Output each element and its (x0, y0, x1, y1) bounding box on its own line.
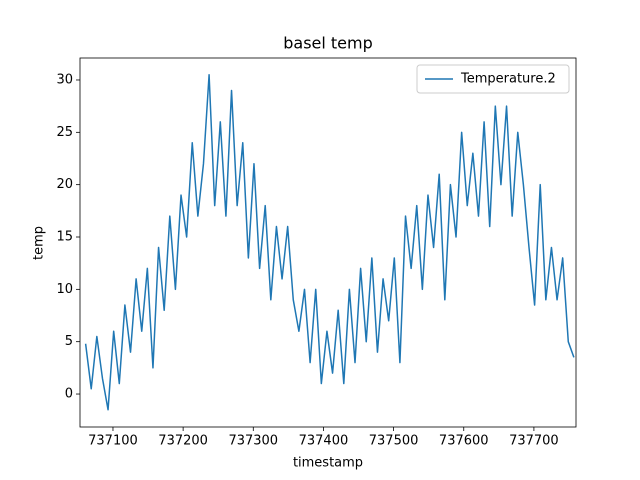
x-tick-label: 737200 (158, 434, 208, 449)
plot-frame (79, 57, 577, 428)
x-tick-label: 737500 (369, 434, 419, 449)
x-tick-label: 737300 (228, 434, 278, 449)
x-tick-label: 737400 (299, 434, 349, 449)
legend-box (416, 64, 570, 94)
y-tick-label: 20 (56, 177, 73, 192)
x-tick-label: 737700 (509, 434, 559, 449)
y-tick-label: 0 (65, 387, 73, 402)
y-tick-label: 5 (65, 334, 73, 349)
y-tick-label: 15 (56, 230, 73, 245)
x-tick-label: 737600 (439, 434, 489, 449)
line (84, 74, 575, 411)
legend-label: Temperature.2 (460, 72, 556, 87)
chart-title: basel temp (283, 34, 373, 53)
y-tick-label: 25 (56, 125, 73, 140)
y-tick-label: 10 (56, 282, 73, 297)
x-axis-label: timestamp (293, 456, 363, 471)
x-tick-label: 737100 (88, 434, 138, 449)
y-axis-label: temp (32, 226, 47, 260)
y-tick-label: 30 (56, 72, 73, 87)
